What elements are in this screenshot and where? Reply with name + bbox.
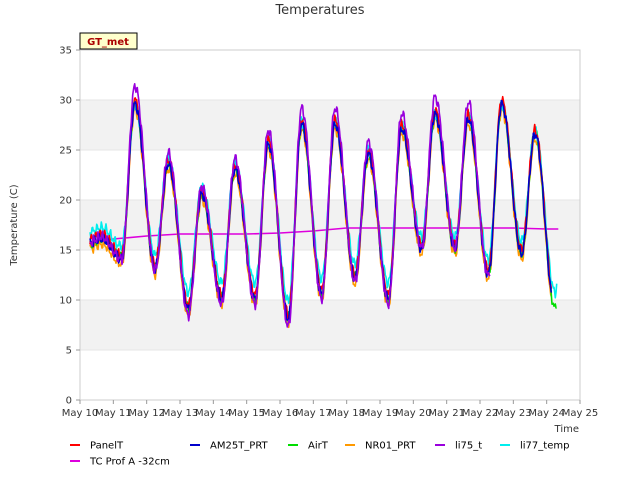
y-axis-label: Temperature (C) — [9, 184, 20, 266]
y-tick-label: 5 — [66, 346, 72, 357]
series-line-li75-t — [89, 83, 491, 328]
x-tick-label: May 21 — [428, 408, 465, 419]
x-tick-label: May 22 — [462, 408, 499, 419]
legend-label: AM25T_PRT — [210, 441, 269, 452]
grid-band — [80, 200, 580, 250]
x-tick-label: May 13 — [162, 408, 199, 419]
legend-item-li77-temp: li77_temp — [500, 441, 569, 452]
legend-item-am25t-prt: AM25T_PRT — [190, 441, 269, 452]
x-tick-label: May 14 — [195, 408, 232, 419]
grid-bands — [80, 100, 580, 350]
station-badge: GT_met — [79, 32, 138, 50]
x-tick-label: May 11 — [95, 408, 132, 419]
legend-item-panelt: PanelT — [70, 441, 124, 452]
x-axis-label: Time — [554, 424, 579, 435]
y-tick-label: 15 — [59, 246, 72, 257]
legend-label: TC Prof A -32cm — [89, 457, 170, 468]
station-badge-text: GT_met — [87, 37, 129, 48]
legend: PanelT AM25T_PRT AirT NR01_PRT li75_t li77_te… — [70, 441, 569, 468]
y-tick-label: 10 — [59, 296, 72, 307]
y-tick-label: 25 — [59, 146, 72, 157]
y-tick-label: 0 — [66, 396, 72, 407]
x-tick-label: May 15 — [228, 408, 265, 419]
series-line-tc-prof-a-32cm — [89, 227, 559, 243]
legend-label: AirT — [308, 441, 329, 452]
x-tick-label: May 16 — [262, 408, 299, 419]
legend-label: NR01_PRT — [365, 441, 416, 452]
y-tick-label: 20 — [59, 196, 72, 207]
x-tick-label: May 10 — [62, 408, 99, 419]
x-tick-label: May 18 — [328, 408, 365, 419]
y-tick-label: 35 — [59, 46, 72, 57]
grid-band — [80, 300, 580, 350]
y-tick-label: 30 — [59, 96, 72, 107]
legend-item-nr01-prt: NR01_PRT — [345, 441, 416, 452]
x-tick-label: May 20 — [395, 408, 432, 419]
x-tick-label: May 12 — [128, 408, 165, 419]
legend-label: PanelT — [90, 441, 124, 452]
x-tick-label: May 23 — [495, 408, 532, 419]
legend-label: li77_temp — [520, 441, 569, 452]
x-tick-label: May 17 — [295, 408, 332, 419]
plot-frame — [79, 49, 581, 401]
legend-item-li75-t: li75_t — [435, 441, 482, 452]
series-lines — [89, 83, 559, 329]
legend-label: li75_t — [455, 441, 482, 452]
x-tick-label: May 19 — [362, 408, 399, 419]
y-axis-ticks: 0 5 10 15 20 25 30 35 — [59, 46, 80, 407]
x-tick-label: May 25 — [562, 408, 599, 419]
chart-title: Temperatures — [274, 3, 364, 18]
x-tick-label: May 24 — [528, 408, 565, 419]
series-line-am25t-prt — [89, 99, 553, 322]
legend-item-airt: AirT — [288, 441, 329, 452]
legend-item-tc-prof-a-32cm: TC Prof A -32cm — [70, 457, 170, 468]
station-badge-box — [79, 32, 138, 50]
